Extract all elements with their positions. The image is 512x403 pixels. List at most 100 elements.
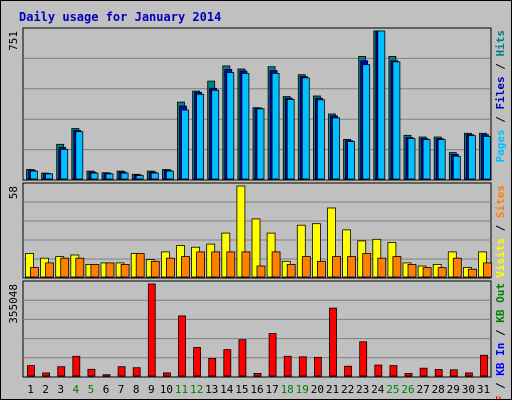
x-tick-label-day-12: 12	[190, 383, 203, 396]
bar-kb-f-day-31	[480, 354, 488, 377]
bar-pages-day-12	[196, 93, 205, 180]
bar-sites-day-31	[483, 262, 492, 278]
bar-kb-f-day-11	[178, 315, 186, 377]
legend-separator: /	[494, 323, 507, 343]
legend-entry-pages: Pages	[494, 129, 507, 162]
x-tick-label-day-16: 16	[250, 383, 263, 396]
bar-sites-day-12	[196, 251, 206, 278]
x-tick-label-day-27: 27	[416, 383, 429, 396]
bar-pages-day-16	[256, 108, 265, 180]
bar-kb-f-day-7	[117, 366, 126, 377]
bar-kb-f-day-16	[253, 372, 262, 377]
panel-bottom: 355048 KB F / KB In / KB Out	[7, 280, 507, 403]
bar-sites-day-19	[301, 256, 311, 278]
x-tick-label-day-21: 21	[326, 383, 339, 396]
bar-sites-day-7	[120, 263, 130, 278]
bar-kb-f-day-28	[434, 369, 443, 377]
bar-sites-day-28	[437, 267, 447, 278]
bar-kb-f-day-24	[374, 364, 383, 377]
bar-sites-day-24	[377, 257, 387, 278]
bar-sites-day-21	[332, 256, 341, 278]
bar-kb-f-day-6	[102, 374, 111, 377]
bar-kb-f-day-26	[404, 372, 413, 377]
legend-separator: /	[494, 218, 507, 238]
bar-visits-day-1	[25, 253, 34, 278]
bar-kb-f-day-14	[223, 349, 232, 377]
bar-pages-day-3	[60, 148, 69, 180]
bar-visits-day-20	[311, 223, 321, 278]
bar-kb-f-day-13	[208, 357, 217, 377]
bar-pages-day-7	[120, 172, 129, 180]
bar-sites-day-25	[392, 256, 402, 278]
bar-kb-f-day-9	[147, 283, 156, 377]
x-tick-label-day-7: 7	[118, 383, 125, 396]
legend-entry-visits: Visits	[494, 238, 507, 278]
panel-top-legend: Pages / Files / Hits	[494, 30, 507, 163]
bar-kb-f-day-27	[419, 367, 428, 377]
bar-pages-day-2	[45, 173, 53, 180]
bar-pages-day-14	[226, 72, 235, 180]
bar-sites-day-18	[286, 263, 296, 278]
bar-kb-f-day-25	[389, 365, 398, 377]
bar-pages-day-29	[452, 155, 461, 180]
bar-sites-day-2	[45, 262, 54, 278]
bar-pages-day-10	[165, 170, 174, 180]
legend-separator: /	[494, 57, 507, 77]
x-tick-label-day-15: 15	[235, 383, 248, 396]
bar-sites-day-23	[362, 253, 372, 278]
bar-visits-day-21	[327, 207, 336, 278]
bar-pages-day-24	[377, 30, 386, 180]
legend-separator: /	[494, 376, 507, 396]
bar-pages-day-5	[90, 172, 99, 180]
x-tick-label-day-1: 1	[27, 383, 34, 396]
x-tick-label-day-10: 10	[160, 383, 173, 396]
bar-sites-day-14	[226, 251, 236, 278]
legend-entry-kb-out: KB Out	[494, 283, 507, 323]
bar-sites-day-11	[181, 256, 190, 278]
bar-kb-f-day-10	[162, 372, 171, 377]
x-tick-label-day-9: 9	[148, 383, 155, 396]
bar-kb-f-day-21	[329, 307, 337, 377]
bar-pages-day-21	[332, 117, 340, 180]
bar-pages-day-23	[362, 64, 371, 180]
bar-pages-day-20	[316, 99, 325, 180]
bar-pages-day-25	[392, 61, 401, 180]
panel-middle-max-label: 58	[7, 186, 20, 199]
legend-entry-kb-in: KB In	[494, 343, 507, 376]
x-tick-label-day-6: 6	[103, 383, 110, 396]
x-tick-label-day-20: 20	[311, 383, 324, 396]
bar-visits-day-22	[342, 229, 352, 278]
bar-kb-f-day-23	[359, 341, 368, 377]
bar-pages-day-13	[211, 89, 220, 180]
bar-sites-day-5	[90, 263, 100, 278]
bar-pages-day-17	[271, 73, 280, 180]
x-tick-label-day-23: 23	[356, 383, 369, 396]
bar-pages-day-1	[30, 170, 38, 180]
bar-kb-f-day-29	[449, 369, 458, 377]
x-tick-label-day-25: 25	[386, 383, 399, 396]
bar-pages-day-6	[105, 173, 114, 180]
bar-pages-day-26	[407, 138, 416, 180]
bar-pages-day-11	[181, 109, 189, 180]
panel-bottom-max-label: 355048	[7, 284, 20, 324]
bar-visits-day-16	[251, 218, 261, 278]
legend-entry-files: Files	[494, 76, 507, 109]
panel-top: 751 Pages / Files / Hits	[7, 27, 507, 181]
bar-sites-day-10	[165, 257, 175, 278]
bar-kb-f-day-19	[298, 356, 307, 377]
bar-pages-day-8	[135, 175, 144, 180]
x-tick-label-day-8: 8	[133, 383, 140, 396]
bar-sites-day-29	[452, 257, 462, 278]
panel-top-max-label: 751	[7, 31, 20, 51]
x-tick-label-day-17: 17	[265, 383, 278, 396]
chart-title: Daily usage for January 2014	[19, 10, 221, 24]
bar-sites-day-6	[105, 262, 115, 278]
bar-kb-f-day-4	[72, 355, 81, 377]
x-tick-label-day-2: 2	[42, 383, 49, 396]
x-tick-label-day-24: 24	[371, 383, 385, 396]
bar-pages-day-30	[467, 135, 476, 180]
bar-sites-day-4	[75, 257, 85, 278]
bar-sites-day-15	[241, 251, 251, 278]
